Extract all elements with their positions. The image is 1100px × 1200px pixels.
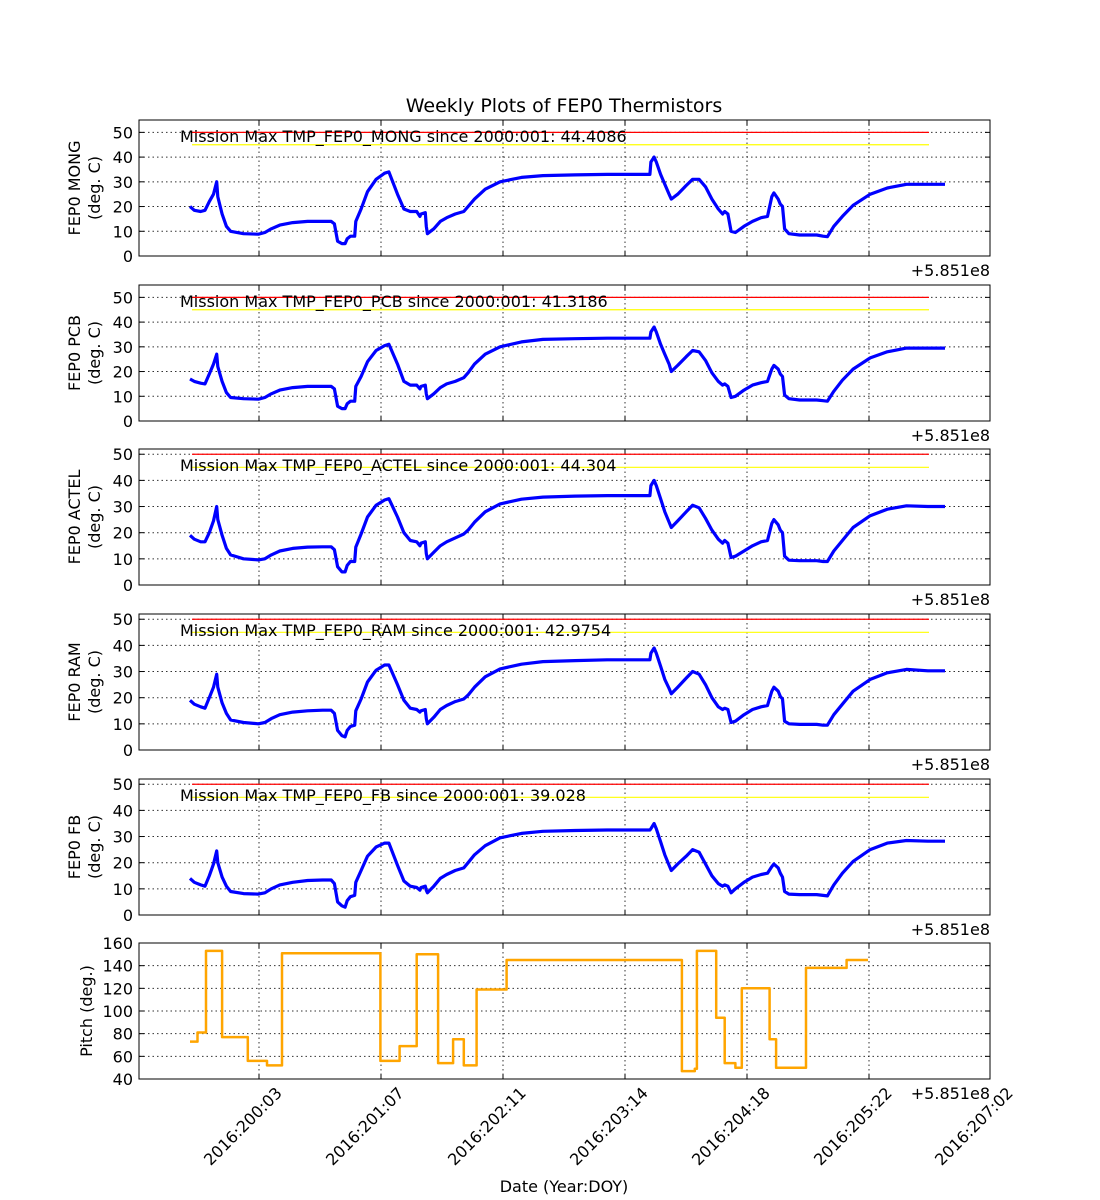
mission-max-annotation: Mission Max TMP_FEP0_PCB since 2000:001:… (180, 292, 608, 312)
series-line-pitch (190, 949, 868, 1073)
y-tick-label: 30 (113, 828, 133, 847)
y-tick-label: 20 (113, 854, 133, 873)
x-tick-labels: 2016:200:03 2016:201:07 2016:202:11 2016:20… (200, 1074, 1017, 1169)
y-tick-label: 20 (113, 524, 133, 543)
mission-max-annotation: Mission Max TMP_FEP0_MONG since 2000:001… (180, 127, 627, 147)
y-axis-label: FEP0 RAM (65, 642, 84, 721)
panel-mong: 0 10 20 30 40 50 FEP0 MONG (deg. C) Mission Max … (65, 119, 991, 280)
y-tick-label: 40 (113, 148, 133, 167)
offset-label: +5.851e8 (911, 755, 990, 774)
offset-label: +5.851e8 (911, 1084, 990, 1103)
y-tick-label: 40 (113, 801, 133, 820)
y-tick-label: 30 (113, 173, 133, 192)
y-tick-label: 30 (113, 498, 133, 517)
plot-frame (138, 119, 991, 257)
series-line-fb (188, 821, 945, 909)
y-tick-label: 10 (113, 387, 133, 406)
plot-frame (138, 284, 991, 422)
y-tick-label: 0 (123, 741, 133, 760)
y-tick-label: 50 (113, 445, 133, 464)
chart-title: Weekly Plots of FEP0 Thermistors (406, 95, 723, 117)
y-axis-unit: (deg. C) (85, 815, 104, 879)
y-tick-label: 20 (113, 363, 133, 382)
offset-label: +5.851e8 (911, 920, 990, 939)
offset-label: +5.851e8 (911, 426, 990, 445)
x-tick-label: 2016:203:14 (566, 1083, 652, 1169)
y-axis-unit: (deg. C) (85, 321, 104, 385)
y-tick-label: 120 (102, 979, 133, 998)
y-tick-label: 20 (113, 689, 133, 708)
mission-max-annotation: Mission Max TMP_FEP0_FB since 2000:001: … (180, 786, 586, 806)
x-tick-label: 2016:204:18 (688, 1083, 774, 1169)
plot-frame (138, 942, 991, 1080)
y-axis-label: Pitch (deg.) (77, 965, 96, 1057)
y-tick-label: 50 (113, 288, 133, 307)
series-line-actel (188, 478, 945, 574)
y-axis-label: FEP0 ACTEL (65, 469, 84, 564)
plot-frame (138, 778, 991, 916)
y-tick-label: 30 (113, 663, 133, 682)
panel-pcb: 0 10 20 30 40 50 FEP0 PCB (deg. C) Mission Max T… (65, 284, 991, 445)
plot-frame (138, 613, 991, 751)
y-tick-label: 80 (113, 1025, 133, 1044)
offset-label: +5.851e8 (911, 590, 990, 609)
series-line-mong (188, 155, 945, 246)
y-axis-label: FEP0 MONG (65, 141, 84, 236)
y-tick-label: 10 (113, 222, 133, 241)
y-tick-label: 10 (113, 880, 133, 899)
plot-frame (138, 448, 991, 586)
x-tick-label: 2016:205:22 (810, 1083, 896, 1169)
mission-max-annotation: Mission Max TMP_FEP0_ACTEL since 2000:00… (180, 456, 616, 476)
x-axis-label: Date (Year:DOY) (500, 1177, 629, 1196)
y-tick-label: 100 (102, 1002, 133, 1021)
series-line-pcb (189, 325, 945, 411)
mission-max-annotation: Mission Max TMP_FEP0_RAM since 2000:001:… (180, 621, 611, 641)
y-axis-label: FEP0 FB (65, 815, 84, 879)
x-tick-label: 2016:200:03 (200, 1083, 286, 1169)
y-axis-unit: (deg. C) (85, 650, 104, 714)
y-tick-label: 0 (123, 412, 133, 431)
y-axis-unit: (deg. C) (85, 156, 104, 220)
y-tick-label: 40 (113, 471, 133, 490)
y-tick-label: 160 (102, 934, 133, 953)
y-tick-label: 60 (113, 1047, 133, 1066)
y-tick-label: 50 (113, 775, 133, 794)
panel-fb: 0 10 20 30 40 50 FEP0 FB (deg. C) Mission Max TM… (65, 775, 991, 939)
offset-label: +5.851e8 (911, 261, 990, 280)
y-tick-label: 10 (113, 550, 133, 569)
panel-actel: 0 10 20 30 40 50 FEP0 ACTEL (deg. C) Mission Max… (65, 445, 991, 609)
y-tick-label: 0 (123, 247, 133, 266)
y-tick-label: 20 (113, 198, 133, 217)
y-tick-label: 30 (113, 338, 133, 357)
y-tick-label: 50 (113, 123, 133, 142)
panel-pitch: 40 60 80 100 120 140 160 Pitch (deg.) +5.851e8 (77, 934, 991, 1103)
y-tick-label: 40 (113, 1070, 133, 1089)
y-axis-label: FEP0 PCB (65, 315, 84, 391)
y-tick-label: 40 (113, 313, 133, 332)
y-tick-label: 140 (102, 957, 133, 976)
series-line-ram (188, 646, 945, 739)
y-tick-label: 40 (113, 636, 133, 655)
x-tick-label: 2016:202:11 (444, 1083, 530, 1169)
y-tick-label: 0 (123, 906, 133, 925)
y-axis-unit: (deg. C) (85, 485, 104, 549)
y-tick-label: 10 (113, 715, 133, 734)
panel-ram: 0 10 20 30 40 50 FEP0 RAM (deg. C) Mission Max T… (65, 610, 991, 774)
y-tick-label: 0 (123, 576, 133, 595)
x-tick-label: 2016:201:07 (322, 1083, 408, 1169)
y-tick-label: 50 (113, 610, 133, 629)
